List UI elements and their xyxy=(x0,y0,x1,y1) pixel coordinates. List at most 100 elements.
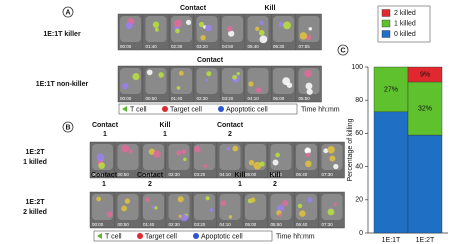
y-tick-label: 80 xyxy=(355,97,363,104)
annotation: Contact xyxy=(91,172,118,179)
cell xyxy=(176,150,182,156)
cell xyxy=(250,197,256,203)
cell xyxy=(323,148,329,154)
cell xyxy=(146,69,153,76)
annotation: Kill xyxy=(235,172,246,179)
legend-icon xyxy=(122,106,127,112)
legend-icon xyxy=(97,233,102,239)
cell xyxy=(253,161,262,170)
cell xyxy=(175,28,180,34)
frame-well xyxy=(273,16,294,42)
bar-segment xyxy=(407,81,443,136)
frame-well xyxy=(171,68,192,94)
cell xyxy=(178,70,184,76)
cell xyxy=(307,197,313,203)
timestamp: 00:50 xyxy=(146,96,158,101)
cell xyxy=(198,21,205,28)
frame-well xyxy=(120,16,141,42)
cell xyxy=(259,161,265,167)
timestamp: 07:30 xyxy=(322,172,334,177)
annotation: Contact xyxy=(92,122,119,129)
cell xyxy=(106,211,113,218)
cell xyxy=(158,72,164,78)
cell xyxy=(228,215,233,219)
cell xyxy=(228,30,235,37)
frame-well xyxy=(194,194,215,220)
timestamp: 04:50 xyxy=(222,44,234,49)
cell xyxy=(232,74,237,80)
cell xyxy=(259,20,264,25)
bar-segment xyxy=(407,134,443,234)
frame-well xyxy=(298,68,320,94)
value-label: 9% xyxy=(420,71,430,78)
cell xyxy=(124,198,131,204)
timestamp: 02:30 xyxy=(169,222,181,227)
frame-well xyxy=(321,194,343,220)
frame-well xyxy=(222,68,243,94)
timestamp: 05:50 xyxy=(299,96,311,101)
cell xyxy=(282,200,289,207)
annotation: 1 xyxy=(102,181,106,188)
timestamp: 01:40 xyxy=(146,44,158,49)
timestamp: 03:20 xyxy=(194,172,206,177)
cell xyxy=(205,78,209,82)
row-label: 1E:1T killer xyxy=(43,31,81,38)
cell xyxy=(304,69,313,78)
timestamp: 00:50 xyxy=(118,222,130,227)
cell xyxy=(232,145,239,152)
legend-icon xyxy=(162,106,168,112)
cell xyxy=(121,205,128,212)
cell xyxy=(305,160,312,168)
cell xyxy=(259,35,268,44)
timestamp: 06:40 xyxy=(296,172,308,177)
panel-label: C xyxy=(340,47,345,54)
cell xyxy=(327,208,335,216)
frame-well xyxy=(143,144,164,170)
annotation: 2 xyxy=(228,131,232,138)
cell xyxy=(132,73,140,81)
timestamp: 06:30 xyxy=(273,44,285,49)
cell xyxy=(220,200,227,206)
cell xyxy=(183,157,187,162)
time-label: Time hh:mm xyxy=(276,233,315,240)
cell xyxy=(205,196,210,201)
frame-well xyxy=(219,194,241,220)
cell xyxy=(299,210,306,217)
timestamp: 02:30 xyxy=(197,96,209,101)
panel-label: A xyxy=(65,9,70,16)
cell xyxy=(236,71,240,76)
frame-well xyxy=(120,68,141,94)
cell xyxy=(96,153,105,162)
legend-label: 0 killed xyxy=(394,31,416,38)
annotation: 2 xyxy=(148,181,152,188)
timestamp: 05:00 xyxy=(273,96,285,101)
timestamp: 01:40 xyxy=(171,96,183,101)
cell xyxy=(255,87,262,93)
timestamp: 00:50 xyxy=(118,172,130,177)
cell xyxy=(152,21,160,28)
cell xyxy=(283,21,291,30)
timestamp: 04:10 xyxy=(248,96,260,101)
cell xyxy=(154,206,158,210)
value-label: 32% xyxy=(418,105,432,112)
timestamp: 04:10 xyxy=(220,172,232,177)
annotation: Contact xyxy=(180,5,207,12)
time-label: Time hh:mm xyxy=(301,106,340,113)
legend-icon xyxy=(193,233,199,239)
cell xyxy=(96,196,102,202)
legend-label: Apoptotic cell xyxy=(201,233,243,240)
legend-swatch xyxy=(381,9,391,17)
legend-box xyxy=(118,103,298,115)
legend-icon xyxy=(137,233,143,239)
cell xyxy=(305,82,313,90)
row-label: 1E:2T xyxy=(25,149,45,156)
timestamp: 05:00 xyxy=(245,222,257,227)
timestamp: 04:10 xyxy=(220,222,232,227)
annotation: 1 xyxy=(238,181,242,188)
cell xyxy=(327,146,335,154)
cell xyxy=(151,205,155,209)
timestamp: 05:50 xyxy=(271,172,283,177)
legend-box xyxy=(93,230,273,242)
timestamp: 00:00 xyxy=(120,96,132,101)
